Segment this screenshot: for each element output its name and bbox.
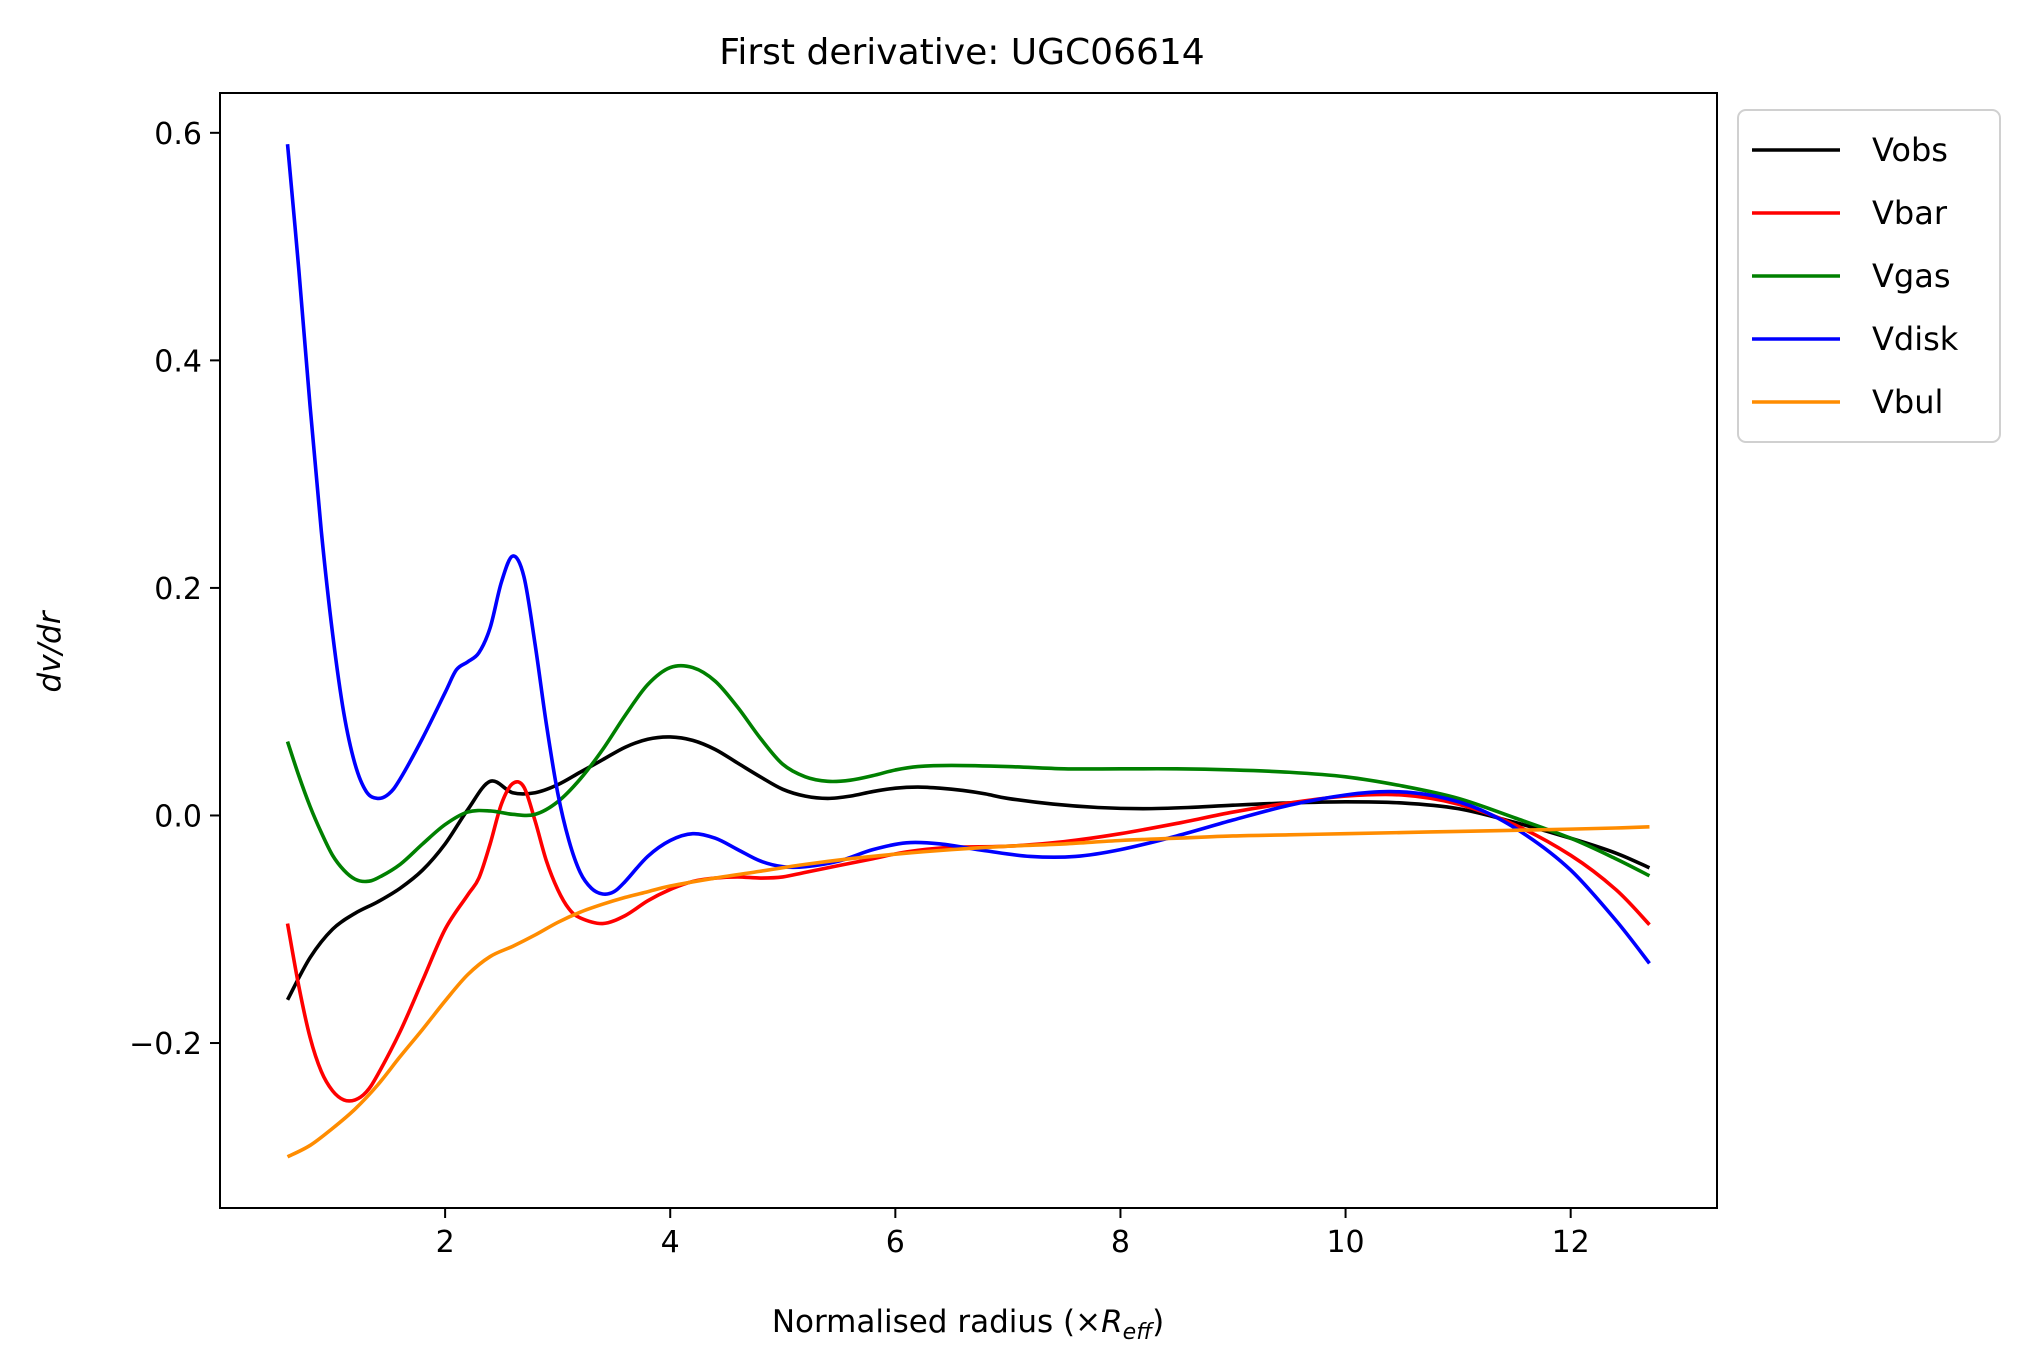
x-tick-label: 6 [886,1225,905,1260]
x-tick-label: 8 [1111,1225,1130,1260]
legend-box [1737,109,2001,443]
legend-label-vbar: Vbar [1872,194,1948,232]
legend-label-vbul: Vbul [1872,383,1943,421]
legend-label-vdisk: Vdisk [1872,320,1959,358]
plot-frame [219,92,1718,1209]
x-tick-label: 2 [436,1225,455,1260]
y-axis-label: dv/dr [32,609,68,692]
series-line-vgas [285,663,1651,884]
x-axis-label-math: R [1101,1304,1123,1340]
x-axis-label-subscript: eff [1123,1320,1155,1345]
y-tick-label: 0.0 [154,799,202,834]
x-tick-label: 10 [1326,1225,1364,1260]
series-line-vbul [286,825,1650,1159]
x-axis-label-close: ) [1152,1304,1164,1340]
y-tick-label: 0.4 [154,344,202,379]
legend-label-vobs: Vobs [1872,131,1948,169]
x-axis-ticks: 2 4 6 8 10 12 [436,1208,1590,1260]
series-line-vobs [285,735,1651,1001]
y-axis-ticks: −0.2 0.0 0.2 0.4 0.6 [129,117,220,1062]
series-layer [285,144,1651,1159]
series-line-vdisk [285,144,1651,965]
x-axis-label-text: Normalised radius (× [772,1304,1101,1340]
x-tick-label: 4 [661,1225,680,1260]
x-axis-label: Normalised radius (×Reff) [772,1304,1164,1345]
x-tick-label: 12 [1552,1225,1590,1260]
y-tick-label: 0.2 [154,572,202,607]
chart-title: First derivative: UGC06614 [719,32,1204,73]
legend-entries: Vobs Vbar Vgas Vdisk Vbul [1752,131,1959,421]
legend: Vobs Vbar Vgas Vdisk Vbul [1737,109,2001,443]
y-tick-label: −0.2 [129,1027,202,1062]
legend-label-vgas: Vgas [1872,257,1950,295]
y-tick-label: 0.6 [154,117,202,152]
series-line-vbar [285,780,1651,1103]
